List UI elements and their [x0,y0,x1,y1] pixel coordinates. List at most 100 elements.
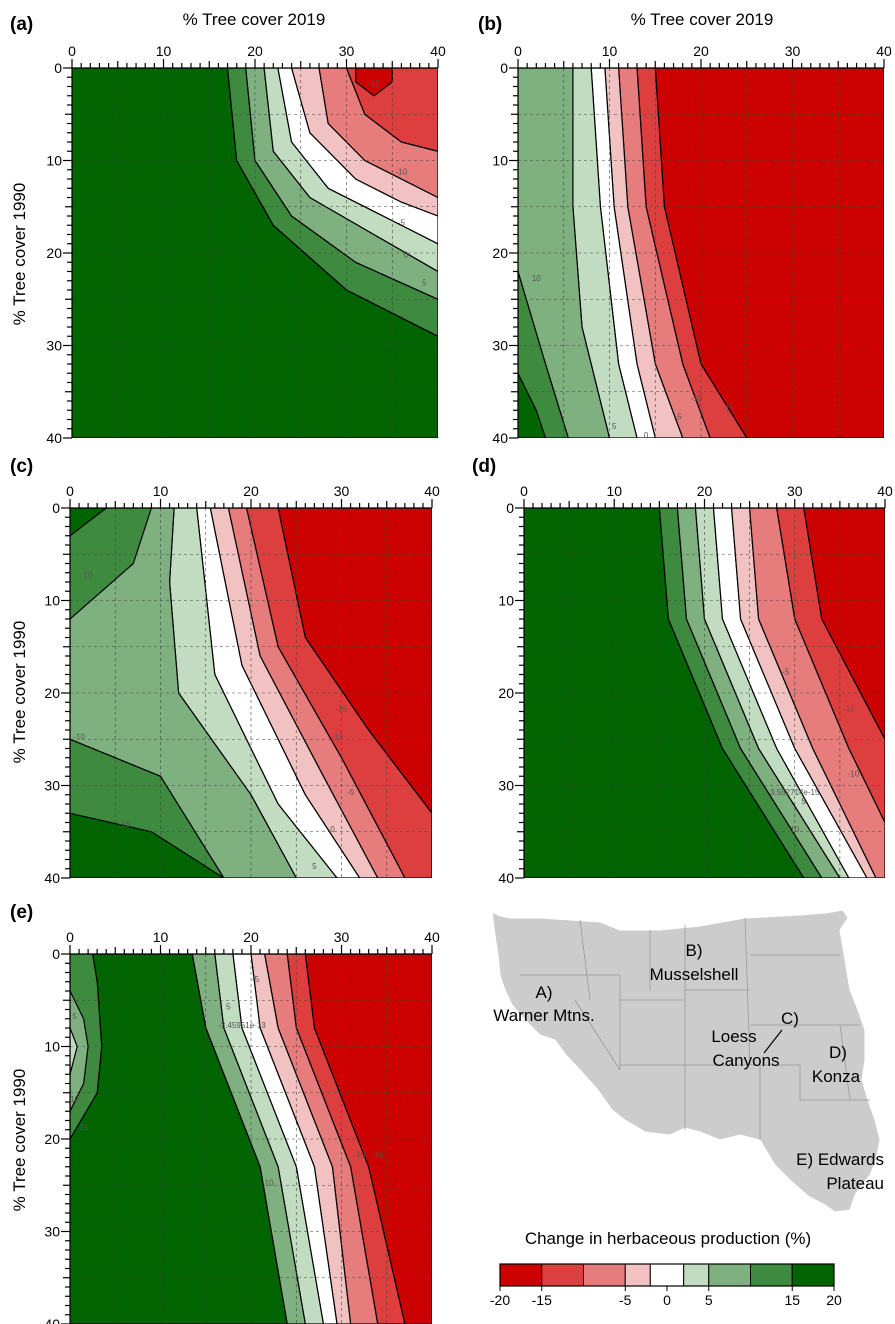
contour-label: 0 [644,431,649,440]
y-tick-label: 20 [44,685,60,701]
axes [61,945,433,1324]
legend-swatch [624,1263,651,1287]
legend-swatch [708,1263,751,1287]
contour-band [355,68,393,97]
site-e-label: E) Edwards [796,1150,884,1169]
x-tick-label: 0 [514,43,522,59]
grid [72,68,438,438]
site-c-pointer [763,1029,783,1054]
site-c-label: C) [781,1009,799,1028]
panel-e-y-title: % Tree cover 1990 [10,1069,29,1212]
contour-label: 0 [404,251,409,260]
y-tick-label: 10 [44,1039,60,1055]
x-tick-label: 0 [68,43,76,59]
y-tick-label: 0 [506,500,514,516]
contour-label: -15 [372,1151,384,1160]
panel-d-plot: 3.552714e-15 10 5 -5 -10 -15 0 10 20 30 40 0 10 20 30 4… [498,483,893,886]
y-tick-label: 30 [44,1224,60,1240]
x-tick-label: 20 [697,483,713,499]
contour-label: -5 [398,218,406,227]
legend-tick-label: -5 [619,1292,632,1308]
legend-swatch [649,1263,685,1287]
contour-label: -15 [119,820,131,829]
y-tick-label: 20 [492,245,508,261]
legend-swatch [791,1263,835,1287]
panel-e: (e) % Tree cover 1990 -3.45951e-135-510-… [10,902,440,1324]
western-us-landmass [491,909,881,1213]
y-tick-label: 0 [52,946,60,962]
state-borders [520,917,870,1140]
grid [524,508,885,878]
x-tick-label: 30 [787,483,803,499]
panel-c-y-title: % Tree cover 1990 [10,621,29,764]
contour-band [70,508,107,537]
panel-letter-a: (a) [10,14,33,35]
y-tick-label: 10 [498,593,514,609]
contour-label: -10 [396,167,408,176]
y-tick-label: 30 [44,778,60,794]
panel-c-plot: 10 -10 -15 0 5 -5 -10 -15 0 10 20 30 40 0 10 20 30 40 [44,483,440,886]
panel-a-plot: 0 5 -5 -10 -15 0 10 20 30 40 0 10 20 30 40 [46,43,446,446]
x-tick-label: 20 [243,929,259,945]
x-tick-label: 30 [334,483,350,499]
axes [515,499,886,879]
legend-colorbar: -20 -15 -5 0 5 15 20 [490,1263,842,1308]
x-tick-label: 0 [66,929,74,945]
y-tick-label: 20 [498,685,514,701]
contour-label: -15 [368,80,380,89]
y-tick-label: 20 [44,1131,60,1147]
panel-e-plot: -3.45951e-13 5 -5 10 -10 -15 5 10 15 0 10 20 30 40 0 10… [44,929,440,1324]
panel-a: (a) % Tree cover 2019 % Tree cover 1990 … [10,10,446,446]
color-legend: Change in herbaceous production (%) -20-… [490,1229,842,1308]
contour-band [70,1027,78,1075]
x-tick-label: 20 [243,483,259,499]
contour-label: 5 [312,862,317,871]
contour-label: -5 [782,668,790,677]
contour-label: -10 [331,732,343,741]
contour-label: 5 [422,278,427,287]
contour-label: -10 [848,769,860,778]
legend-swatch [499,1263,543,1287]
y-tick-label: 20 [46,245,62,261]
x-tick-label: 40 [876,43,892,59]
panel-a-x-title: % Tree cover 2019 [183,10,326,29]
contour-label: 10 [532,274,541,283]
grid [518,68,884,438]
panel-c: (c) % Tree cover 1990 10 -10 -15 0 5 -5 -10 -15… [10,456,440,886]
y-tick-label: 30 [492,338,508,354]
y-tick-label: 40 [46,430,62,446]
contour-label: -5 [252,975,260,984]
contour-label: -15 [723,403,735,412]
legend-swatch [583,1263,626,1287]
legend-tick-label: 20 [826,1292,842,1308]
legend-swatch [683,1263,710,1287]
y-tick-label: 40 [44,1316,60,1324]
panel-a-y-title: % Tree cover 1990 [10,183,29,326]
legend-tick-label: 15 [784,1292,800,1308]
x-tick-label: 0 [520,483,528,499]
x-tick-label: 10 [606,483,622,499]
site-c-name-2: Canyons [712,1051,779,1070]
legend-tick-label: -15 [532,1292,552,1308]
grid [70,508,432,878]
contour-band [518,372,547,438]
grid [70,954,432,1324]
y-tick-label: 30 [46,338,62,354]
x-tick-label: 10 [156,43,172,59]
x-tick-label: 20 [693,43,709,59]
legend-tick-label: -20 [490,1292,510,1308]
panel-b: (b) % Tree cover 2019 10 5 0 -5 -10 -15 0 10 20 3… [478,10,892,446]
x-tick-label: 40 [430,43,446,59]
contour-label: 5 [802,797,807,806]
y-tick-label: 40 [492,430,508,446]
y-tick-label: 10 [44,593,60,609]
panel-letter-d: (d) [472,456,496,477]
x-tick-label: 10 [602,43,618,59]
contour-label: 5 [72,1012,77,1021]
x-tick-label: 40 [424,929,440,945]
x-tick-label: 30 [785,43,801,59]
axes [509,59,885,439]
contour-label: 5 [226,1003,231,1012]
x-tick-label: 10 [153,483,169,499]
